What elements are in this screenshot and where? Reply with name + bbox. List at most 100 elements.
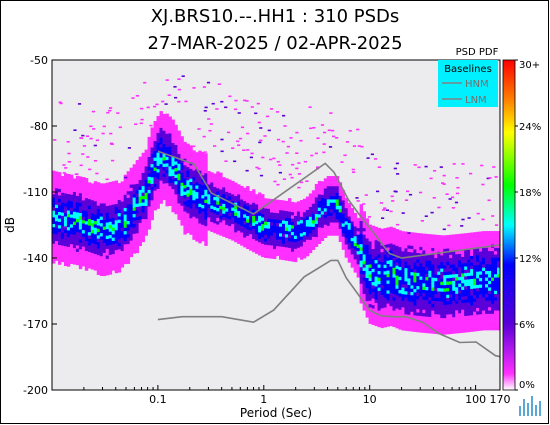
- psd-bin: [329, 112, 333, 114]
- psd-bin: [78, 179, 83, 184]
- psd-bin: [120, 227, 125, 232]
- psd-bin: [419, 286, 423, 290]
- psd-bin: [350, 207, 355, 212]
- psd-bin: [168, 169, 172, 173]
- psd-bin: [449, 257, 453, 262]
- psd-bin: [299, 200, 304, 204]
- psd-bin: [180, 218, 184, 223]
- psd-bin: [407, 317, 411, 322]
- psd-bin: [359, 224, 364, 228]
- psd-bin: [344, 198, 349, 202]
- psd-bin: [54, 184, 59, 189]
- psd-bin: [476, 307, 480, 312]
- psd-bin: [494, 287, 498, 291]
- psd-bin: [473, 238, 477, 243]
- psd-bin: [204, 192, 208, 197]
- psd-bin: [171, 162, 175, 167]
- psd-bin: [225, 234, 229, 239]
- psd-bin: [66, 233, 71, 237]
- psd-bin: [425, 316, 429, 320]
- psd-bin: [222, 206, 226, 211]
- psd-bin: [177, 133, 181, 138]
- psd-bin: [228, 192, 232, 197]
- psd-bin: [428, 316, 432, 321]
- psd-bin: [377, 264, 381, 268]
- psd-bin: [449, 244, 453, 249]
- psd-bin: [57, 254, 62, 259]
- psd-bin: [60, 192, 65, 197]
- psd-bin: [353, 245, 358, 250]
- psd-bin: [491, 310, 495, 314]
- colorbar-tick-label: 18%: [519, 188, 541, 199]
- psd-bin: [452, 320, 456, 324]
- psd-bin: [431, 277, 435, 281]
- psd-bin: [141, 195, 145, 200]
- psd-bin: [392, 320, 396, 324]
- psd-bin: [222, 177, 226, 181]
- psd-bin: [443, 274, 447, 279]
- psd-bin: [126, 191, 131, 195]
- psd-bin: [66, 200, 71, 204]
- psd-bin: [310, 154, 314, 157]
- psd-bin: [479, 244, 483, 249]
- psd-bin: [183, 145, 187, 149]
- psd-bin: [395, 281, 399, 286]
- psd-bin: [52, 174, 56, 178]
- psd-bin: [404, 317, 408, 321]
- psd-bin: [362, 287, 366, 291]
- psd-bin: [390, 195, 394, 198]
- psd-bin: [443, 291, 447, 296]
- psd-bin: [341, 193, 346, 198]
- psd-bin: [267, 205, 271, 209]
- psd-bin: [290, 234, 295, 239]
- psd-bin: [401, 280, 405, 285]
- psd-bin: [105, 218, 110, 223]
- psd-bin: [348, 130, 352, 132]
- psd-bin: [371, 275, 375, 279]
- psd-bin: [451, 207, 455, 209]
- psd-bin: [192, 176, 196, 181]
- psd-bin: [90, 186, 95, 191]
- psd-bin: [52, 226, 56, 231]
- psd-bin: [69, 207, 74, 212]
- psd-bin: [296, 227, 301, 232]
- psd-bin: [386, 227, 390, 232]
- psd-bin: [63, 203, 68, 207]
- psd-bin: [278, 239, 283, 244]
- psd-bin: [57, 231, 62, 236]
- psd-bin: [404, 254, 408, 259]
- psd-bin: [69, 200, 74, 205]
- psd-bin: [147, 196, 151, 200]
- psd-bin: [237, 184, 241, 188]
- psd-bin: [440, 304, 444, 309]
- psd-bin: [132, 233, 137, 238]
- psd-bin: [422, 263, 426, 267]
- psd-bin: [323, 194, 328, 199]
- psd-bin: [374, 299, 378, 303]
- psd-bin: [335, 189, 340, 193]
- psd-bin: [183, 171, 187, 176]
- psd-bin: [120, 260, 125, 265]
- psd-bin: [413, 239, 417, 243]
- psd-bin: [419, 276, 423, 280]
- psd-bin: [267, 208, 271, 213]
- psd-bin: [311, 193, 316, 198]
- psd-bin: [437, 234, 441, 239]
- psd-bin: [299, 226, 304, 230]
- psd-bin: [111, 217, 116, 222]
- psd-bin: [195, 188, 199, 193]
- psd-bin: [102, 206, 107, 211]
- psd-bin: [338, 188, 343, 193]
- psd-bin: [192, 229, 196, 234]
- psd-bin: [201, 158, 205, 163]
- psd-bin: [353, 219, 358, 224]
- psd-bin: [443, 288, 447, 292]
- psd-bin: [440, 258, 444, 262]
- psd-bin: [311, 233, 316, 237]
- psd-bin: [452, 287, 456, 291]
- colorbar-tick-label: 12%: [519, 254, 541, 265]
- psd-bin: [413, 232, 417, 237]
- psd-bin: [66, 220, 71, 224]
- psd-bin: [461, 163, 465, 165]
- psd-bin: [108, 224, 113, 229]
